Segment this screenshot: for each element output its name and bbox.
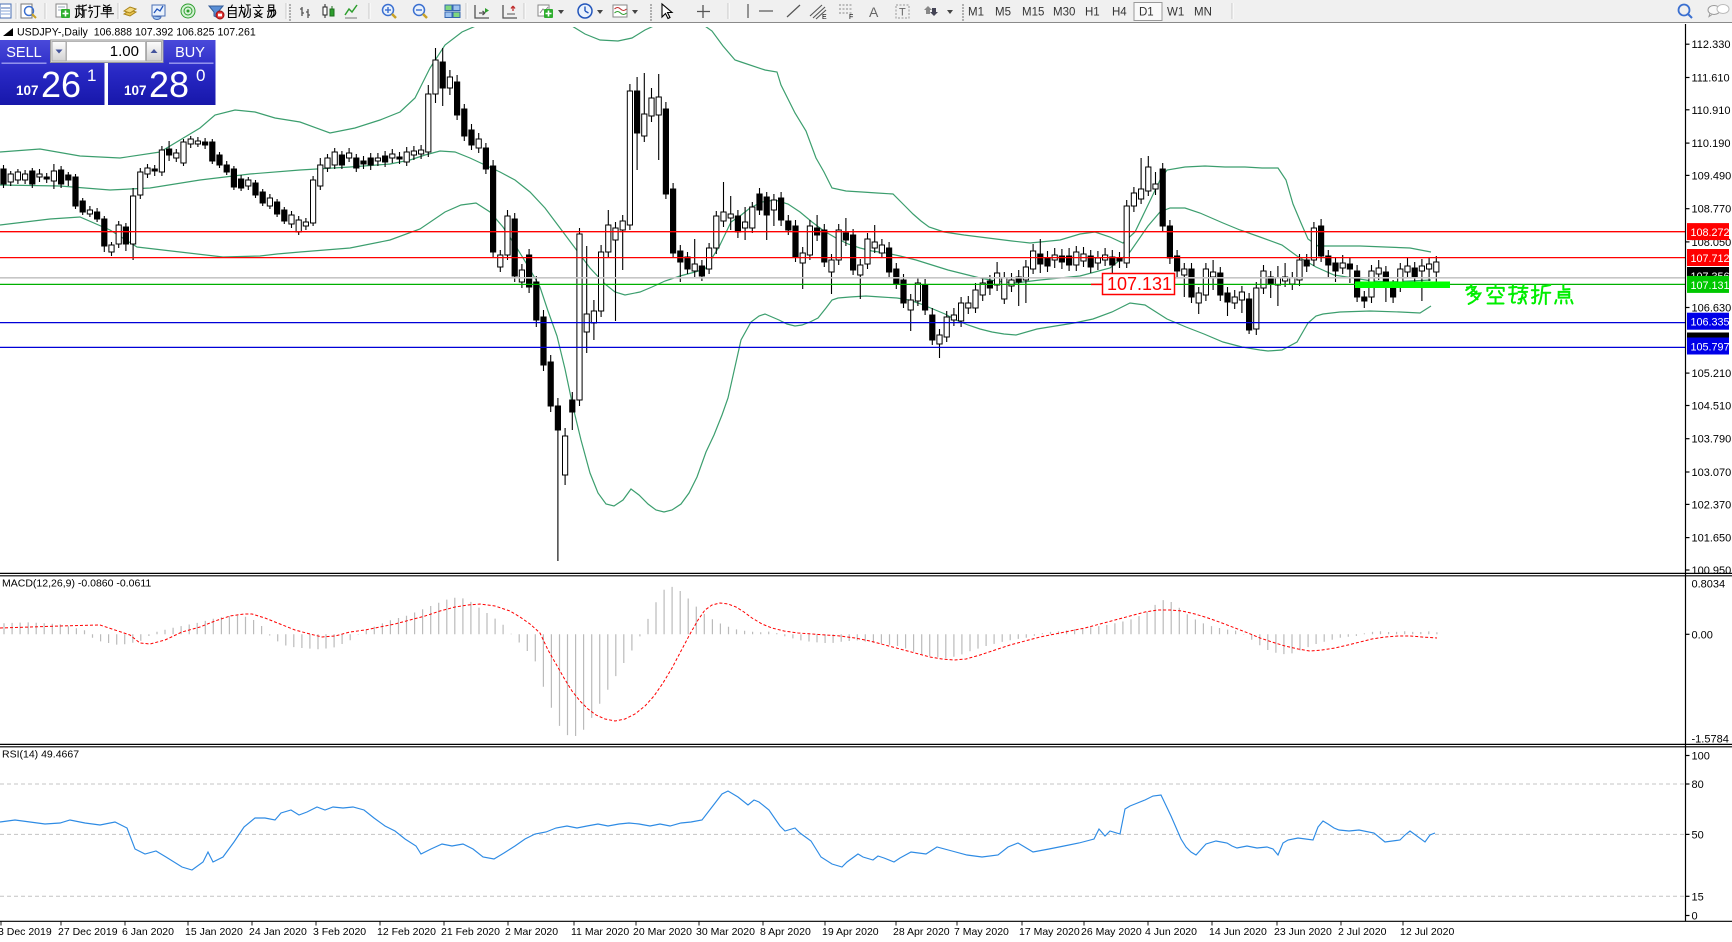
svg-text:USDJPY-,Daily 106.888 107.392: USDJPY-,Daily 106.888 107.392 106.825 10… — [17, 27, 256, 39]
svg-text:26: 26 — [41, 64, 81, 105]
svg-text:H4: H4 — [1112, 7, 1127, 19]
svg-text:100: 100 — [1692, 751, 1710, 763]
svg-text:11 Mar 2020: 11 Mar 2020 — [571, 926, 629, 938]
svg-text:103.790: 103.790 — [1692, 434, 1732, 446]
svg-text:4 Jun 2020: 4 Jun 2020 — [1145, 926, 1197, 938]
svg-text:107.131: 107.131 — [1107, 274, 1172, 294]
svg-text:M1: M1 — [968, 7, 984, 19]
svg-text:107: 107 — [16, 83, 39, 98]
svg-text:101.650: 101.650 — [1692, 533, 1732, 545]
svg-text:110.190: 110.190 — [1692, 138, 1731, 150]
svg-text:-1.5784: -1.5784 — [1692, 734, 1729, 746]
svg-text:111.610: 111.610 — [1692, 73, 1730, 85]
svg-text:15: 15 — [1692, 891, 1704, 903]
svg-text:80: 80 — [1692, 779, 1704, 791]
svg-text:28 Apr 2020: 28 Apr 2020 — [893, 926, 950, 938]
svg-text:0.00: 0.00 — [1692, 629, 1713, 641]
svg-text:15 Jan 2020: 15 Jan 2020 — [185, 926, 243, 938]
svg-text:103.070: 103.070 — [1692, 467, 1732, 479]
svg-text:RSI(14) 49.4667: RSI(14) 49.4667 — [2, 749, 79, 761]
svg-text:W1: W1 — [1167, 7, 1184, 19]
svg-text:50: 50 — [1692, 829, 1704, 841]
svg-text:7 May 2020: 7 May 2020 — [954, 926, 1009, 938]
svg-text:MACD(12,26,9) -0.0860 -0.0611: MACD(12,26,9) -0.0860 -0.0611 — [2, 578, 151, 590]
svg-text:3 Feb 2020: 3 Feb 2020 — [313, 926, 366, 938]
svg-text:28: 28 — [149, 64, 189, 105]
svg-text:100.950: 100.950 — [1692, 565, 1732, 577]
svg-text:A: A — [869, 4, 879, 20]
svg-text:0: 0 — [1692, 911, 1698, 923]
svg-text:6 Jan 2020: 6 Jan 2020 — [122, 926, 174, 938]
svg-text:MN: MN — [1194, 7, 1212, 19]
svg-text:21 Feb 2020: 21 Feb 2020 — [441, 926, 500, 938]
svg-text:105.210: 105.210 — [1692, 368, 1732, 380]
svg-text:19 Apr 2020: 19 Apr 2020 — [822, 926, 879, 938]
svg-text:14 Jun 2020: 14 Jun 2020 — [1209, 926, 1267, 938]
svg-text:23 Jun 2020: 23 Jun 2020 — [1274, 926, 1332, 938]
svg-text:D1: D1 — [1139, 7, 1154, 19]
svg-text:108.272: 108.272 — [1691, 227, 1730, 239]
svg-text:110.910: 110.910 — [1692, 105, 1731, 117]
svg-text:M5: M5 — [995, 7, 1011, 19]
svg-text:1.00: 1.00 — [110, 43, 139, 60]
svg-text:T: T — [899, 7, 906, 19]
svg-text:SELL: SELL — [6, 45, 41, 61]
svg-text:3 Dec 2019: 3 Dec 2019 — [0, 926, 52, 938]
svg-text:F: F — [849, 14, 853, 21]
svg-text:26 May 2020: 26 May 2020 — [1081, 926, 1142, 938]
svg-text:107: 107 — [124, 83, 147, 98]
svg-text:20 Mar 2020: 20 Mar 2020 — [633, 926, 692, 938]
svg-text:109.490: 109.490 — [1692, 170, 1732, 182]
svg-text:30 Mar 2020: 30 Mar 2020 — [696, 926, 755, 938]
svg-text:M15: M15 — [1022, 7, 1044, 19]
svg-text:BUY: BUY — [175, 45, 205, 61]
svg-text:24 Jan 2020: 24 Jan 2020 — [249, 926, 307, 938]
svg-text:104.510: 104.510 — [1692, 401, 1732, 413]
svg-text:106.630: 106.630 — [1692, 303, 1732, 315]
svg-text:0.8034: 0.8034 — [1692, 579, 1726, 591]
svg-text:102.370: 102.370 — [1692, 499, 1732, 511]
svg-text:108.770: 108.770 — [1692, 204, 1732, 216]
svg-text:107.131: 107.131 — [1691, 280, 1730, 292]
svg-text:E: E — [822, 14, 827, 21]
svg-text:2 Mar 2020: 2 Mar 2020 — [505, 926, 558, 938]
svg-text:17 May 2020: 17 May 2020 — [1019, 926, 1080, 938]
svg-text:2 Jul 2020: 2 Jul 2020 — [1338, 926, 1387, 938]
svg-text:H1: H1 — [1085, 7, 1100, 19]
svg-text:27 Dec 2019: 27 Dec 2019 — [58, 926, 118, 938]
svg-text:105.797: 105.797 — [1691, 342, 1730, 354]
svg-text:107.712: 107.712 — [1691, 253, 1730, 265]
svg-text:106.335: 106.335 — [1691, 317, 1730, 329]
svg-text:M30: M30 — [1053, 7, 1075, 19]
svg-text:12 Jul 2020: 12 Jul 2020 — [1400, 926, 1454, 938]
svg-text:1: 1 — [87, 66, 96, 85]
svg-text:0: 0 — [196, 66, 205, 85]
svg-text:8 Apr 2020: 8 Apr 2020 — [760, 926, 811, 938]
svg-text:12 Feb 2020: 12 Feb 2020 — [377, 926, 436, 938]
svg-text:112.330: 112.330 — [1692, 39, 1731, 51]
